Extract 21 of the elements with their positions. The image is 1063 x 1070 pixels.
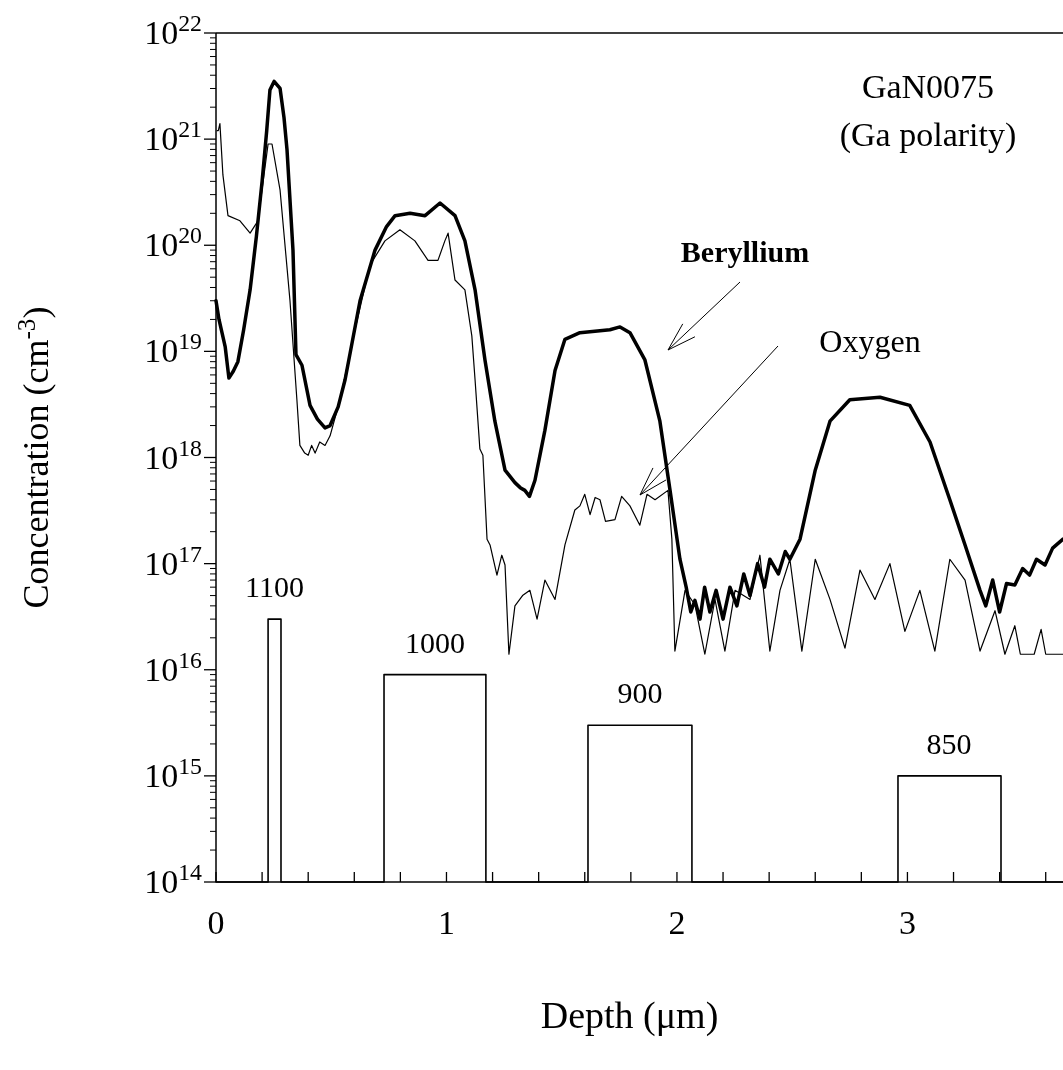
y-tick-label: 10$^{20}$ bbox=[144, 222, 202, 264]
y-tick-label: 10$^{21}$ bbox=[144, 116, 202, 158]
x-tick-label: 3 bbox=[898, 904, 916, 941]
y-tick-label: 10$^{15}$ bbox=[144, 752, 202, 794]
annotation: 1100 bbox=[245, 570, 304, 604]
y-tick-label: 10$^{19}$ bbox=[144, 328, 202, 370]
x-tick-label: 2 bbox=[668, 904, 686, 941]
annotation: 850 bbox=[926, 726, 972, 760]
y-tick-label: 10$^{18}$ bbox=[144, 434, 202, 476]
x-tick-label: 1 bbox=[437, 904, 455, 941]
x-tick-label: 0 bbox=[207, 904, 225, 941]
x-axis-title: Depth (μm) bbox=[540, 994, 719, 1037]
y-tick-label: 10$^{17}$ bbox=[144, 540, 203, 582]
annotation: GaN0075 (Ga polarity) bbox=[839, 68, 1017, 154]
annotation: 900 bbox=[617, 676, 663, 710]
y-tick-label: 10$^{14}$ bbox=[144, 859, 203, 900]
annotation: Oxygen bbox=[819, 323, 921, 359]
annotation: 1000 bbox=[404, 625, 465, 659]
y-tick-label: 10$^{22}$ bbox=[144, 10, 202, 51]
y-tick-label: 10$^{16}$ bbox=[144, 646, 203, 688]
annotation: Beryllium bbox=[680, 235, 810, 268]
